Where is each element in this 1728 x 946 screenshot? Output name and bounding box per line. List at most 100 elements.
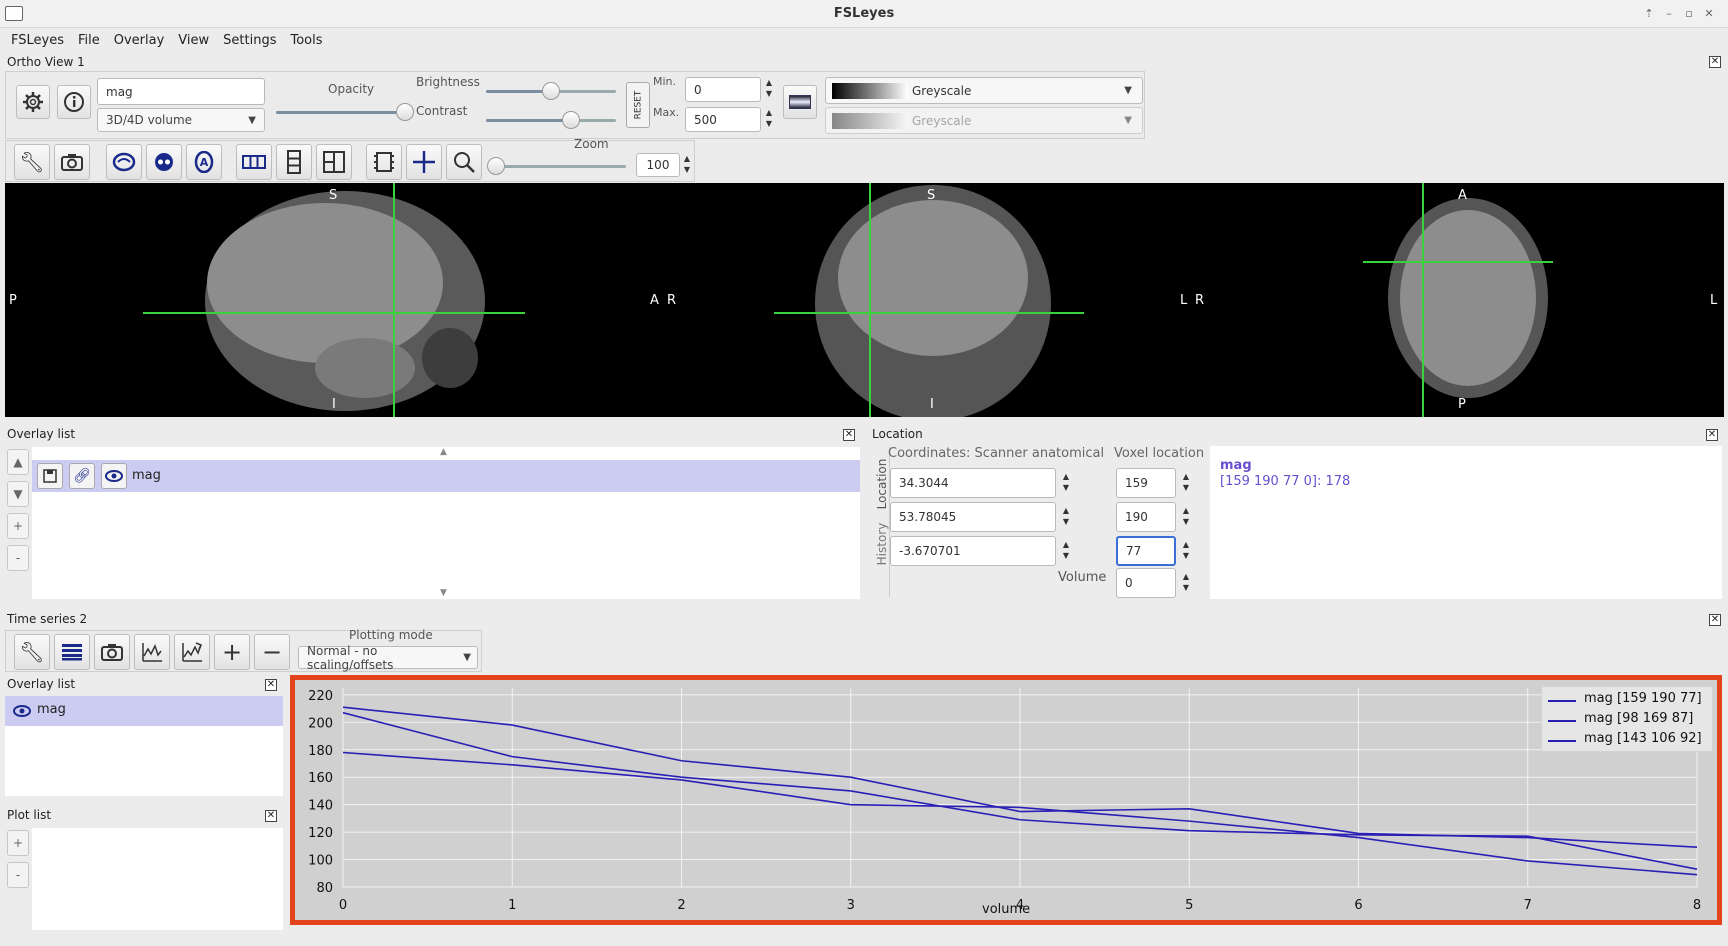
tab-history[interactable]: History <box>875 522 889 566</box>
menu-fsleyes[interactable]: FSLeyes <box>11 33 64 48</box>
voxel-x-input[interactable]: 159 <box>1116 468 1176 498</box>
visibility-toggle-button[interactable] <box>101 463 127 489</box>
link-overlay-button[interactable]: 🔗︎ <box>69 463 95 489</box>
colormap-value: Greyscale <box>912 83 972 98</box>
location-close-icon[interactable]: ✕ <box>1706 429 1718 441</box>
toggle-cursor-button[interactable] <box>406 144 442 180</box>
add-plot-list-button[interactable]: + <box>7 830 29 856</box>
movie-mode-button[interactable] <box>366 144 402 180</box>
move-up-button[interactable]: ▲ <box>7 449 29 475</box>
ortho-close-icon[interactable]: ✕ <box>1709 56 1721 68</box>
x-tick-label: 1 <box>508 898 516 913</box>
reset-button[interactable]: RESET <box>626 82 650 128</box>
zoom-mode-button[interactable] <box>446 144 482 180</box>
opacity-slider-handle[interactable] <box>395 103 414 121</box>
ortho-screenshot-button[interactable] <box>54 144 90 180</box>
ts-overlay-item[interactable]: mag <box>5 696 283 726</box>
sagittal-slice[interactable] <box>5 183 705 417</box>
info-button[interactable] <box>57 85 91 119</box>
close-window-icon[interactable]: ✕ <box>1704 7 1714 20</box>
plus-icon: + <box>221 638 243 666</box>
maximize-window-icon[interactable]: ▫ <box>1685 7 1693 20</box>
coord-y-spinner[interactable]: ▲ ▼ <box>1062 506 1070 526</box>
colormap2-select[interactable]: Greyscale ▼ <box>825 107 1143 134</box>
timeseries-plot[interactable]: 0 1 2 3 4 5 6 7 8 80 100 120 140 160 180 200 220 mag [15… <box>290 675 1722 925</box>
min-value-input[interactable]: 0 <box>685 77 761 102</box>
axial-slice[interactable] <box>1215 183 1724 417</box>
settings-gear-button[interactable] <box>16 85 50 119</box>
minus-icon: − <box>261 638 283 666</box>
timeseries-close-icon[interactable]: ✕ <box>1709 614 1721 626</box>
remove-plot-button[interactable]: − <box>254 634 290 670</box>
menu-overlay[interactable]: Overlay <box>113 33 165 48</box>
remove-overlay-button[interactable]: - <box>7 545 29 571</box>
voxel-x-spinner[interactable]: ▲ ▼ <box>1182 472 1190 492</box>
zoom-spinner[interactable]: ▲ ▼ <box>683 154 691 174</box>
move-down-button[interactable]: ▼ <box>7 481 29 507</box>
layout-vertical-button[interactable] <box>276 144 312 180</box>
coord-y-input[interactable]: 53.78045 <box>890 502 1056 532</box>
menu-file[interactable]: File <box>77 33 100 48</box>
coord-z-input[interactable]: -3.670701 <box>890 536 1056 566</box>
overlay-list-item[interactable]: 🔗︎ mag <box>32 460 860 492</box>
toggle-coronal-button[interactable] <box>146 144 182 180</box>
coord-x-input[interactable]: 34.3044 <box>890 468 1056 498</box>
coronal-slice[interactable] <box>705 183 1215 417</box>
menu-settings[interactable]: Settings <box>223 33 277 48</box>
toggle-axial-button[interactable]: A <box>186 144 222 180</box>
import-data-button[interactable] <box>174 634 210 670</box>
layout-horizontal-button[interactable] <box>236 144 272 180</box>
remove-plot-list-button[interactable]: - <box>7 862 29 888</box>
greyscale-gradient-icon <box>832 82 908 99</box>
shade-window-icon[interactable]: ⇡ <box>1644 7 1654 20</box>
menu-view[interactable]: View <box>178 33 210 48</box>
plotting-mode-value: Normal - no scaling/offsets <box>307 643 394 672</box>
scroll-up-icon[interactable]: ▲ <box>440 447 447 457</box>
layout-grid-button[interactable] <box>316 144 352 180</box>
export-data-button[interactable] <box>134 634 170 670</box>
overlay-type-select[interactable]: 3D/4D volume ▼ <box>97 108 265 132</box>
max-spinner[interactable]: ▲ ▼ <box>765 108 773 128</box>
sagittal-label-left: P <box>9 293 17 308</box>
timeseries-screenshot-button[interactable] <box>94 634 130 670</box>
volume-input[interactable]: 0 <box>1116 568 1176 598</box>
invert-colormap-button[interactable] <box>783 85 817 119</box>
minimize-window-icon[interactable]: – <box>1666 7 1672 20</box>
add-plot-button[interactable]: + <box>214 634 250 670</box>
film-icon <box>374 152 394 172</box>
contrast-slider[interactable] <box>486 119 616 122</box>
ortho-canvas[interactable]: S I P A S I R L A P R L <box>5 183 1724 417</box>
plot-list-close-icon[interactable]: ✕ <box>265 810 277 822</box>
volume-spinner[interactable]: ▲ ▼ <box>1182 572 1190 592</box>
min-spinner[interactable]: ▲ ▼ <box>765 78 773 98</box>
overlay-name-input[interactable]: mag <box>97 78 265 105</box>
voxel-y-input[interactable]: 190 <box>1116 502 1176 532</box>
scroll-down-icon[interactable]: ▼ <box>440 588 447 598</box>
brightness-slider-handle[interactable] <box>542 82 560 100</box>
plotting-mode-select[interactable]: Normal - no scaling/offsets ▼ <box>298 643 478 672</box>
voxel-z-spinner[interactable]: ▲ ▼ <box>1182 540 1190 560</box>
ts-overlay-list-close-icon[interactable]: ✕ <box>265 679 277 691</box>
max-value-input[interactable]: 500 <box>685 107 761 132</box>
zoom-input[interactable]: 100 <box>636 153 680 177</box>
menu-tools[interactable]: Tools <box>290 33 323 48</box>
ortho-settings-button[interactable]: 🔧︎ <box>14 144 50 180</box>
add-overlay-button[interactable]: + <box>7 513 29 539</box>
x-tick-label: 3 <box>847 898 855 913</box>
voxel-z-input[interactable]: 77 <box>1116 536 1176 566</box>
toggle-sagittal-button[interactable] <box>106 144 142 180</box>
voxel-y-spinner[interactable]: ▲ ▼ <box>1182 506 1190 526</box>
opacity-slider[interactable] <box>276 111 406 114</box>
zoom-slider-handle[interactable] <box>487 157 505 175</box>
eye-icon[interactable] <box>13 705 31 717</box>
save-overlay-button[interactable] <box>37 463 63 489</box>
toggle-plot-list-button[interactable] <box>54 634 90 670</box>
timeseries-settings-button[interactable]: 🔧︎ <box>14 634 50 670</box>
tab-location[interactable]: Location <box>875 458 889 510</box>
overlay-list-close-icon[interactable]: ✕ <box>843 429 855 441</box>
coord-x-spinner[interactable]: ▲ ▼ <box>1062 472 1070 492</box>
contrast-slider-handle[interactable] <box>561 111 580 129</box>
colormap-select[interactable]: Greyscale ▼ <box>825 77 1143 104</box>
coord-z-spinner[interactable]: ▲ ▼ <box>1062 540 1070 560</box>
zoom-slider[interactable] <box>496 165 626 168</box>
